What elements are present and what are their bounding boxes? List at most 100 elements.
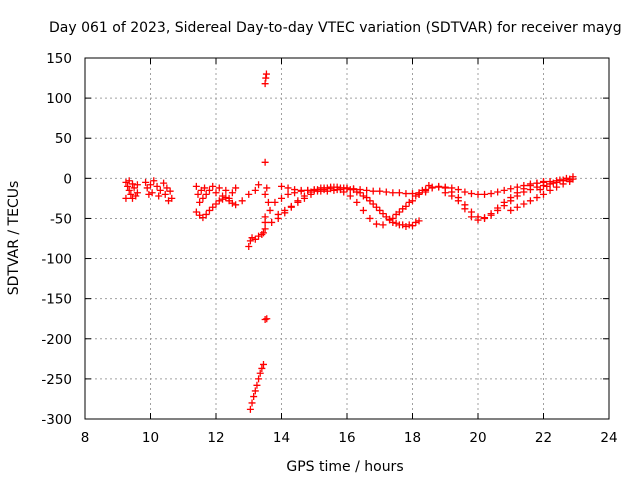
data-point bbox=[500, 186, 508, 194]
series-drop-11.5 bbox=[192, 194, 240, 222]
data-point bbox=[150, 177, 158, 185]
y-tick-label: 50 bbox=[55, 131, 72, 147]
data-point bbox=[369, 200, 377, 208]
data-point bbox=[124, 182, 132, 190]
y-tick-label: -250 bbox=[41, 372, 72, 388]
y-tick-label: -150 bbox=[41, 292, 72, 308]
data-point bbox=[536, 186, 544, 194]
data-point bbox=[363, 186, 371, 194]
x-tick-label: 10 bbox=[142, 430, 159, 446]
data-point bbox=[533, 194, 541, 202]
data-point bbox=[402, 202, 410, 210]
data-point bbox=[543, 182, 551, 190]
data-point bbox=[343, 185, 351, 193]
data-point bbox=[526, 197, 534, 205]
data-point bbox=[209, 203, 217, 211]
data-point bbox=[246, 237, 254, 245]
data-point bbox=[255, 181, 263, 189]
data-point bbox=[161, 190, 169, 198]
data-point bbox=[520, 182, 528, 190]
data-point bbox=[366, 214, 374, 222]
data-point bbox=[359, 206, 367, 214]
data-point bbox=[474, 190, 482, 198]
data-point bbox=[386, 215, 394, 223]
data-point bbox=[284, 190, 292, 198]
x-axis-label: GPS time / hours bbox=[286, 459, 403, 475]
data-point bbox=[392, 219, 400, 227]
data-point bbox=[379, 221, 387, 229]
data-point bbox=[130, 184, 138, 192]
data-point bbox=[363, 194, 371, 202]
data-point bbox=[122, 178, 130, 186]
data-point bbox=[310, 186, 318, 194]
x-tick-label: 8 bbox=[81, 430, 90, 446]
data-point bbox=[133, 181, 141, 189]
y-tick-label: -100 bbox=[41, 252, 72, 268]
data-point bbox=[461, 205, 469, 213]
series-spike-13 bbox=[238, 70, 274, 413]
data-point bbox=[507, 185, 515, 193]
data-point bbox=[559, 180, 567, 188]
data-point bbox=[274, 214, 282, 222]
data-point bbox=[250, 393, 258, 401]
x-tick-label: 16 bbox=[338, 430, 355, 446]
data-point bbox=[467, 213, 475, 221]
data-point bbox=[255, 232, 263, 240]
y-tick-label: -300 bbox=[41, 412, 72, 428]
data-point bbox=[127, 190, 135, 198]
data-point bbox=[376, 187, 384, 195]
data-point bbox=[481, 214, 489, 222]
data-point bbox=[304, 186, 312, 194]
data-point bbox=[409, 197, 416, 205]
data-point bbox=[448, 184, 456, 192]
data-point bbox=[284, 184, 292, 192]
data-point bbox=[409, 222, 416, 230]
data-point bbox=[405, 198, 413, 206]
data-point bbox=[346, 186, 354, 194]
data-point bbox=[340, 184, 348, 192]
data-point bbox=[232, 201, 240, 209]
data-point bbox=[562, 174, 570, 182]
data-point bbox=[379, 210, 387, 218]
y-tick-label: 150 bbox=[46, 51, 72, 67]
data-point bbox=[454, 186, 462, 194]
data-marks bbox=[122, 70, 577, 413]
data-point bbox=[422, 186, 430, 194]
data-point bbox=[261, 190, 269, 198]
data-point bbox=[148, 189, 156, 197]
data-point bbox=[291, 186, 299, 194]
data-point bbox=[556, 176, 564, 184]
data-point bbox=[153, 182, 161, 190]
data-point bbox=[261, 225, 269, 233]
y-tick-label: 100 bbox=[46, 91, 72, 107]
data-point bbox=[317, 187, 325, 195]
data-point bbox=[215, 184, 223, 192]
data-point bbox=[251, 186, 259, 194]
data-point bbox=[253, 381, 261, 389]
data-point bbox=[147, 181, 154, 189]
data-point bbox=[263, 315, 271, 323]
data-point bbox=[412, 218, 420, 226]
data-point bbox=[261, 213, 269, 221]
data-point bbox=[389, 189, 397, 197]
data-point bbox=[540, 190, 547, 198]
data-point bbox=[266, 206, 274, 214]
data-point bbox=[494, 206, 502, 214]
data-point bbox=[320, 184, 328, 192]
data-point bbox=[372, 203, 380, 211]
data-point bbox=[255, 375, 263, 383]
data-point bbox=[395, 208, 403, 216]
data-point bbox=[549, 179, 557, 187]
data-point bbox=[402, 190, 410, 198]
data-point bbox=[163, 184, 171, 192]
data-point bbox=[395, 189, 403, 197]
data-point bbox=[128, 180, 136, 188]
data-point bbox=[202, 210, 210, 218]
y-tick-label: -200 bbox=[41, 332, 72, 348]
data-point bbox=[405, 221, 413, 229]
data-point bbox=[507, 197, 515, 205]
data-point bbox=[232, 184, 240, 192]
data-point bbox=[271, 198, 279, 206]
data-point bbox=[513, 203, 521, 211]
